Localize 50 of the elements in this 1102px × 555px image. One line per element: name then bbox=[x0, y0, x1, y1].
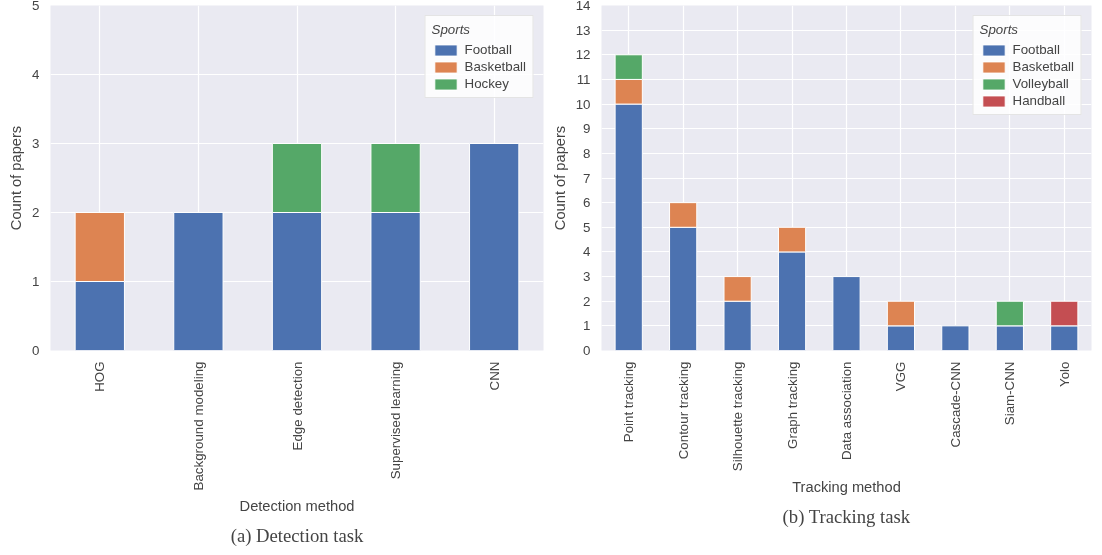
y-tick-label: 8 bbox=[583, 145, 591, 161]
y-tick-label: 2 bbox=[583, 293, 591, 309]
y-tick-label: 13 bbox=[575, 22, 591, 38]
legend-label: Football bbox=[1012, 42, 1060, 57]
x-tick-label: Background modeling bbox=[190, 361, 206, 491]
legend-label: Basketball bbox=[464, 59, 526, 74]
x-tick-label: Siam-CNN bbox=[1002, 361, 1018, 426]
x-tick-label: VGG bbox=[893, 361, 909, 392]
legend-label: Volleyball bbox=[1012, 76, 1069, 91]
legend-label: Basketball bbox=[1012, 59, 1074, 74]
x-tick-label: Contour tracking bbox=[675, 361, 691, 460]
text: (b) Tracking task bbox=[782, 505, 911, 528]
y-tick-label: 4 bbox=[32, 67, 41, 82]
x-tick-label: Data association bbox=[839, 361, 854, 461]
x-tick-label: HOG bbox=[92, 361, 108, 392]
y-tick-label: 3 bbox=[583, 269, 591, 285]
text: (a) Detection task bbox=[230, 524, 364, 547]
legend-label: Football bbox=[464, 42, 512, 57]
x-tick-label: Yolo bbox=[1056, 361, 1072, 387]
x-tick-label: Point tracking bbox=[621, 361, 637, 443]
y-tick-label: 0 bbox=[583, 343, 591, 358]
y-axis-title: Count of papers bbox=[551, 125, 568, 231]
y-tick-label: 6 bbox=[583, 195, 591, 211]
legend-label: Handball bbox=[1012, 93, 1066, 108]
y-tick-label: 3 bbox=[32, 136, 40, 151]
x-tick-label: Cascade-CNN bbox=[947, 361, 963, 448]
y-tick-label: 12 bbox=[575, 47, 591, 63]
x-tick-label: Silhouette tracking bbox=[730, 361, 746, 472]
legend-title: Sports bbox=[979, 22, 1020, 37]
y-axis-title: Count of papers bbox=[8, 125, 25, 231]
y-tick-label: 10 bbox=[575, 96, 591, 112]
y-tick-label: 9 bbox=[583, 121, 591, 137]
x-tick-label: Edge detection bbox=[289, 361, 305, 451]
y-tick-label: 5 bbox=[32, 0, 40, 13]
x-tick-label: Graph tracking bbox=[784, 361, 800, 449]
y-tick-label: 4 bbox=[583, 244, 592, 260]
y-tick-label: 0 bbox=[32, 343, 40, 358]
legend-title: Sports bbox=[431, 22, 472, 37]
x-tick-label: Supervised learning bbox=[388, 361, 404, 480]
x-tick-label: CNN bbox=[486, 361, 502, 391]
y-tick-label: 7 bbox=[583, 170, 591, 186]
legend-label: Hockey bbox=[464, 76, 509, 91]
y-tick-label: 1 bbox=[32, 274, 40, 289]
y-tick-label: 11 bbox=[576, 71, 591, 87]
x-axis-title: Tracking method bbox=[792, 479, 901, 496]
x-axis-title: Detection method bbox=[239, 498, 355, 515]
y-tick-label: 14 bbox=[575, 0, 592, 13]
y-tick-label: 2 bbox=[32, 205, 40, 220]
y-tick-label: 5 bbox=[583, 219, 591, 235]
y-tick-label: 1 bbox=[583, 318, 591, 334]
